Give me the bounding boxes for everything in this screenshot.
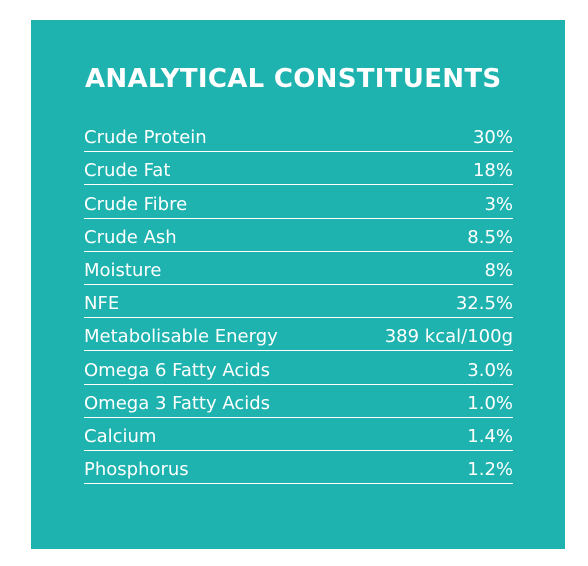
row-label: Crude Ash	[84, 226, 177, 248]
row-value: 18%	[472, 160, 513, 182]
table-row: Omega 3 Fatty Acids 1.0%	[84, 385, 513, 418]
table-row: Crude Protein 30%	[84, 119, 513, 153]
table-row: Crude Fibre 3%	[84, 185, 513, 219]
row-value: 3%	[484, 193, 513, 215]
row-value: 3.0%	[467, 359, 513, 381]
row-label: Moisture	[84, 259, 162, 281]
row-value: 389 kcal/100g	[384, 326, 513, 348]
row-label: Phosphorus	[84, 459, 189, 481]
row-value: 8%	[484, 259, 513, 281]
row-label: Omega 3 Fatty Acids	[84, 392, 271, 414]
row-label: Crude Protein	[84, 127, 207, 149]
row-value: 1.4%	[467, 425, 513, 447]
row-label: Calcium	[84, 425, 157, 447]
panel-title: ANALYTICAL CONSTITUENTS	[85, 64, 502, 94]
row-label: NFE	[84, 293, 120, 315]
table-row: Omega 6 Fatty Acids 3.0%	[84, 351, 513, 385]
row-value: 8.5%	[467, 226, 513, 248]
table-row: Crude Fat 18%	[84, 152, 513, 186]
table-row: NFE 32.5%	[84, 285, 513, 319]
table-row: Moisture 8%	[84, 252, 513, 285]
table-row: Crude Ash 8.5%	[84, 219, 513, 252]
row-value: 1.2%	[467, 459, 513, 481]
table-row: Phosphorus 1.2%	[84, 451, 513, 485]
table-row: Metabolisable Energy 389 kcal/100g	[84, 318, 513, 352]
row-value: 1.0%	[467, 392, 513, 414]
row-label: Crude Fibre	[84, 193, 188, 215]
row-value: 32.5%	[455, 293, 513, 315]
row-label: Metabolisable Energy	[84, 326, 278, 348]
constituents-table: Crude Protein 30% Crude Fat 18% Crude Fi…	[84, 119, 513, 485]
row-value: 30%	[472, 127, 513, 149]
analytical-constituents-panel: ANALYTICAL CONSTITUENTS Crude Protein 30…	[31, 20, 565, 549]
row-label: Omega 6 Fatty Acids	[84, 359, 271, 381]
row-label: Crude Fat	[84, 160, 171, 182]
table-row: Calcium 1.4%	[84, 418, 513, 451]
